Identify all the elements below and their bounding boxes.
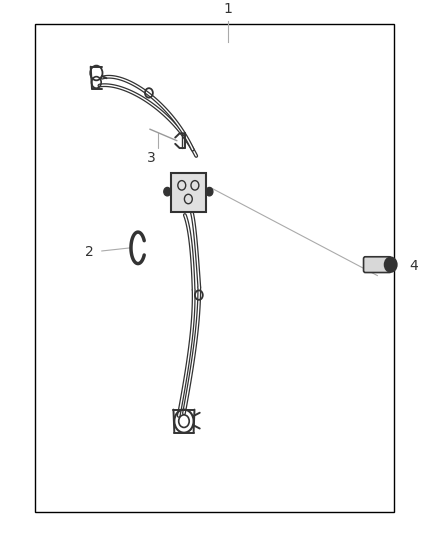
Bar — [171, 173, 206, 212]
Circle shape — [206, 188, 213, 196]
Text: 4: 4 — [410, 259, 418, 273]
Text: 1: 1 — [223, 2, 232, 15]
Text: 3: 3 — [147, 151, 155, 165]
Text: 2: 2 — [85, 245, 94, 259]
Circle shape — [164, 188, 171, 196]
Bar — [35, 23, 394, 512]
FancyBboxPatch shape — [364, 257, 391, 272]
Circle shape — [385, 257, 397, 272]
